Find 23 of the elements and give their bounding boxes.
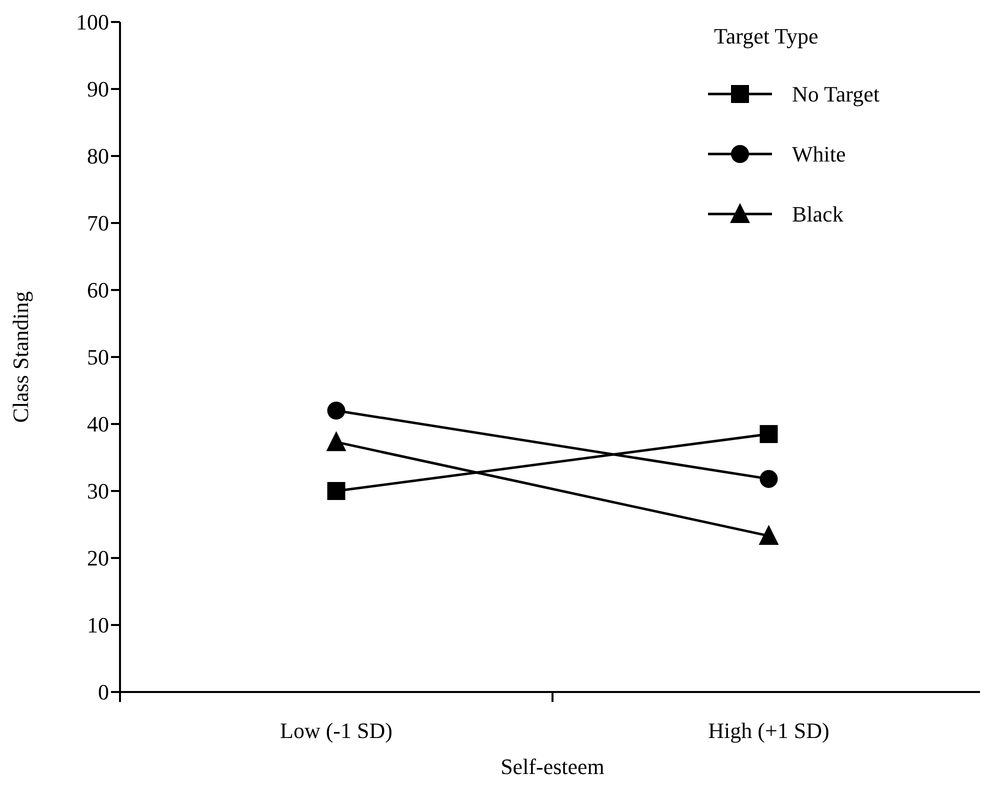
x-tick-label: High (+1 SD) bbox=[708, 718, 830, 743]
x-axis-title: Self-esteem bbox=[500, 754, 604, 779]
point bbox=[760, 470, 778, 488]
point bbox=[760, 425, 778, 444]
y-tick-label: 40 bbox=[87, 412, 109, 437]
y-axis-title: Class Standing bbox=[8, 291, 33, 423]
y-tick-label: 10 bbox=[87, 612, 109, 638]
y-tick-label: 70 bbox=[87, 210, 109, 236]
point bbox=[327, 482, 346, 500]
legend-title: Target Type bbox=[714, 24, 818, 49]
y-tick-label: 80 bbox=[87, 144, 109, 169]
point bbox=[327, 402, 346, 420]
y-tick-label: 50 bbox=[87, 344, 109, 370]
y-tick-label: 100 bbox=[76, 10, 109, 35]
y-tick-label: 30 bbox=[87, 478, 109, 504]
legend-label: White bbox=[792, 142, 846, 167]
y-tick-label: 0 bbox=[98, 680, 109, 705]
x-tick-label: Low (-1 SD) bbox=[280, 718, 392, 743]
y-tick-label: 60 bbox=[87, 278, 109, 303]
y-tick-label: 20 bbox=[87, 546, 109, 571]
legend-label: No Target bbox=[792, 82, 880, 107]
legend-label: Black bbox=[792, 202, 844, 227]
y-tick-label: 90 bbox=[87, 76, 109, 102]
